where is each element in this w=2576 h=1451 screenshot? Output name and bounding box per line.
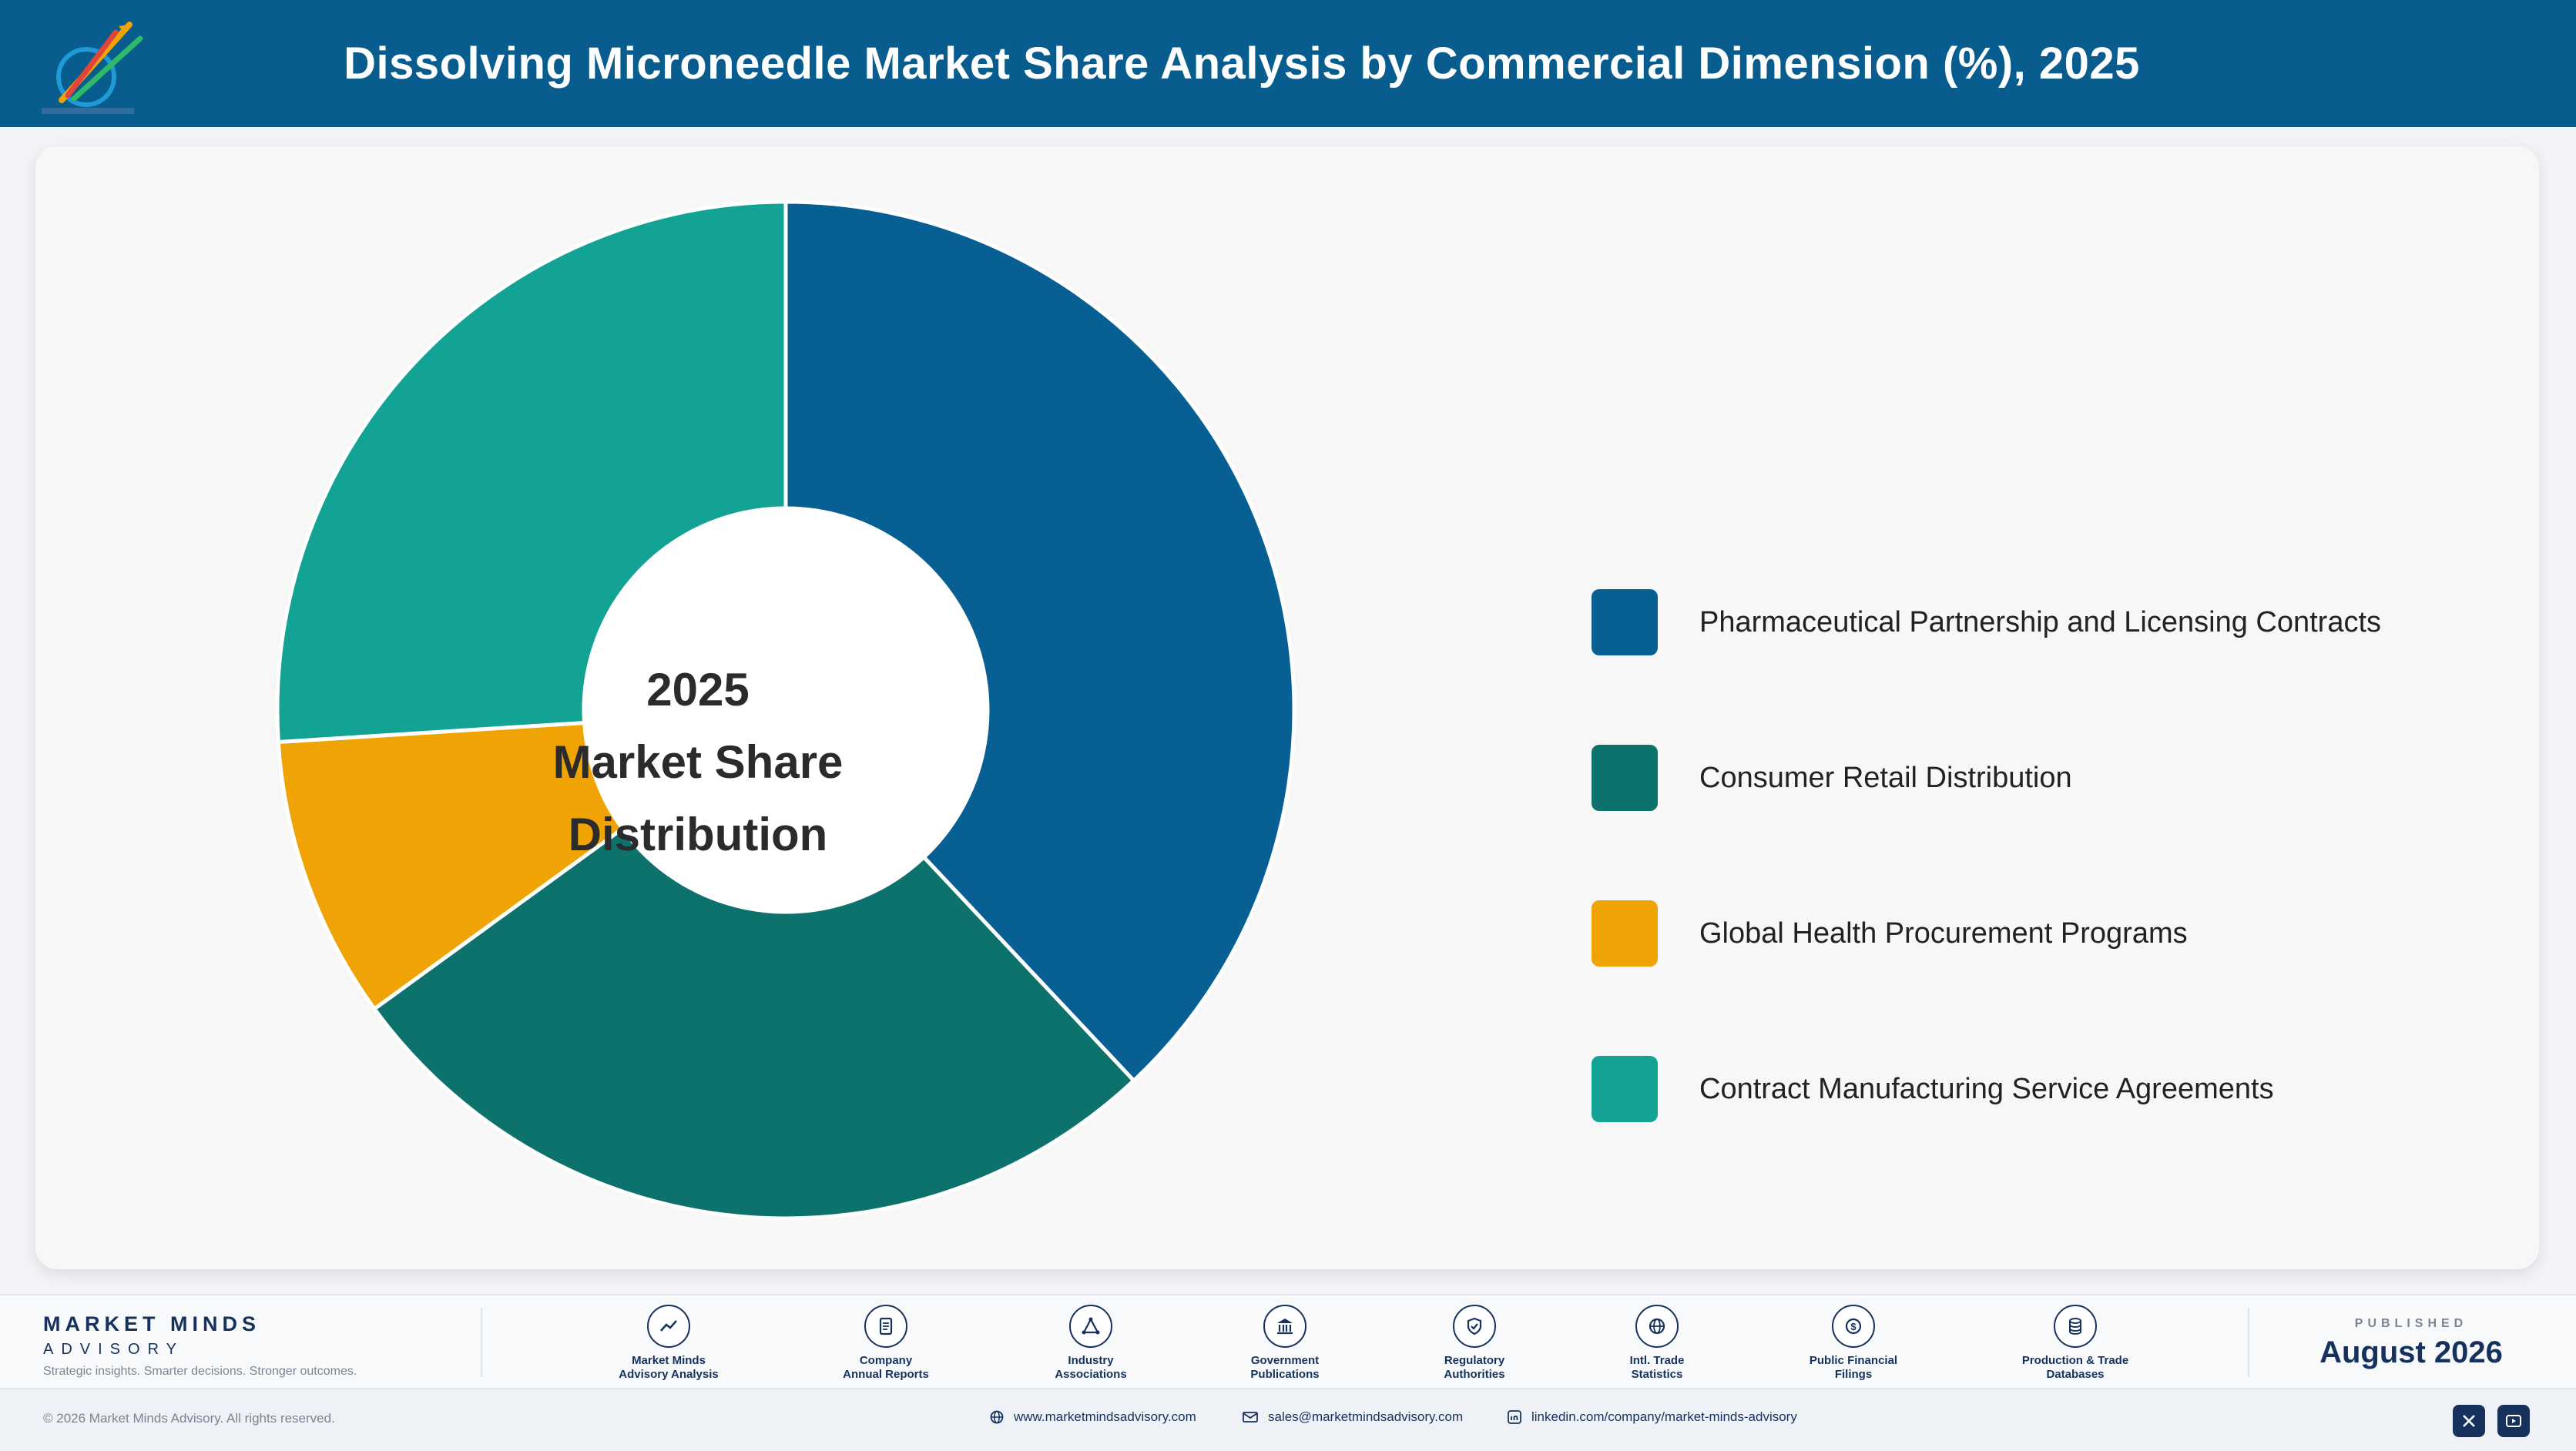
source-item: Industry Associations — [1014, 1305, 1168, 1382]
source-item: Company Annual Reports — [809, 1305, 963, 1382]
email-link[interactable]: sales@marketmindsadvisory.com — [1242, 1409, 1463, 1425]
footer-divider — [481, 1308, 482, 1377]
chart-card: 2025 Market Share Distribution Pharmaceu… — [35, 146, 2539, 1269]
database-icon — [2054, 1305, 2097, 1348]
x-social-button[interactable] — [2453, 1405, 2485, 1437]
trend-line-icon — [647, 1305, 690, 1348]
source-label: Production & Trade Databases — [2021, 1354, 2129, 1381]
footer-band: MARKET MINDS ADVISORY Strategic insights… — [0, 1294, 2576, 1389]
chart-legend: Pharmaceutical Partnership and Licensing… — [1592, 589, 2381, 1211]
email-text: sales@marketmindsadvisory.com — [1268, 1409, 1464, 1424]
center-label-line-2: Market Share — [552, 736, 844, 788]
legend-label: Global Health Procurement Programs — [1699, 917, 2188, 950]
source-label: Market Minds Advisory Analysis — [619, 1354, 719, 1381]
linkedin-icon — [1508, 1410, 1521, 1424]
website-text: www.marketmindsadvisory.com — [1014, 1409, 1196, 1424]
brand-subtitle: ADVISORY — [43, 1341, 184, 1358]
legend-swatch — [1592, 589, 1658, 655]
globe-icon — [1635, 1305, 1679, 1348]
legend-swatch — [1592, 900, 1658, 967]
website-link[interactable]: www.marketmindsadvisory.com — [989, 1409, 1196, 1425]
source-item: Intl. Trade Statistics — [1580, 1305, 1734, 1382]
donut-hole — [584, 508, 988, 912]
source-item: Production & Trade Databases — [1998, 1305, 2152, 1382]
chart-center-label: 2025 Market Share Distribution — [553, 654, 844, 871]
header-bar: Dissolving Microneedle Market Share Anal… — [0, 0, 2576, 127]
youtube-icon — [2506, 1415, 2521, 1427]
source-label: Regulatory Authorities — [1444, 1354, 1505, 1381]
legend-item: Global Health Procurement Programs — [1592, 900, 2381, 967]
legend-item: Contract Manufacturing Service Agreement… — [1592, 1056, 2381, 1122]
legend-label: Contract Manufacturing Service Agreement… — [1699, 1072, 2274, 1105]
legend-swatch — [1592, 745, 1658, 811]
svg-text:$: $ — [1850, 1321, 1857, 1332]
mail-icon — [1243, 1412, 1258, 1423]
source-label: Intl. Trade Statistics — [1629, 1354, 1685, 1381]
copyright-text: © 2026 Market Minds Advisory. All rights… — [43, 1411, 335, 1426]
shield-check-icon — [1453, 1305, 1496, 1348]
source-item: Government Publications — [1208, 1305, 1362, 1382]
legend-swatch — [1592, 1056, 1658, 1122]
legend-item: Consumer Retail Distribution — [1592, 745, 2381, 811]
linkedin-text: linkedin.com/company/market-minds-adviso… — [1531, 1409, 1797, 1424]
published-label: PUBLISHED — [2354, 1317, 2468, 1330]
source-label: Public Financial Filings — [1809, 1354, 1898, 1381]
pie-chart — [275, 199, 1296, 1221]
bottom-bar: © 2026 Market Minds Advisory. All rights… — [0, 1388, 2576, 1451]
government-building-icon — [1263, 1305, 1306, 1348]
brand-tagline: Strategic insights. Smarter decisions. S… — [43, 1365, 357, 1378]
source-item: $ Public Financial Filings — [1776, 1305, 1930, 1382]
published-date: August 2026 — [2319, 1335, 2503, 1369]
center-label-line-3: Distribution — [568, 809, 828, 860]
youtube-social-button[interactable] — [2497, 1405, 2530, 1437]
market-minds-logo-icon — [42, 22, 143, 114]
network-icon — [1069, 1305, 1112, 1348]
dollar-circle-icon: $ — [1832, 1305, 1875, 1348]
published-block: PUBLISHED August 2026 — [2249, 1317, 2573, 1370]
source-item: Market Minds Advisory Analysis — [592, 1305, 746, 1382]
source-item: Regulatory Authorities — [1397, 1305, 1551, 1382]
document-icon — [864, 1305, 907, 1348]
source-label: Industry Associations — [1055, 1354, 1127, 1381]
brand-name: MARKET MINDS — [43, 1312, 260, 1335]
legend-item: Pharmaceutical Partnership and Licensing… — [1592, 589, 2381, 655]
center-label-year: 2025 — [646, 664, 750, 715]
sources-list: Market Minds Advisory Analysis Company A… — [493, 1305, 2203, 1385]
linkedin-link[interactable]: linkedin.com/company/market-minds-adviso… — [1507, 1409, 1797, 1425]
legend-label: Consumer Retail Distribution — [1699, 761, 2072, 794]
globe-icon — [990, 1410, 1004, 1424]
source-label: Government Publications — [1250, 1354, 1320, 1381]
legend-label: Pharmaceutical Partnership and Licensing… — [1699, 605, 2382, 638]
footer-divider — [2248, 1308, 2249, 1377]
source-label: Company Annual Reports — [843, 1354, 929, 1381]
x-icon — [2463, 1415, 2475, 1427]
brand-block: MARKET MINDS ADVISORY Strategic insights… — [43, 1312, 357, 1379]
page-title: Dissolving Microneedle Market Share Anal… — [344, 39, 2140, 89]
